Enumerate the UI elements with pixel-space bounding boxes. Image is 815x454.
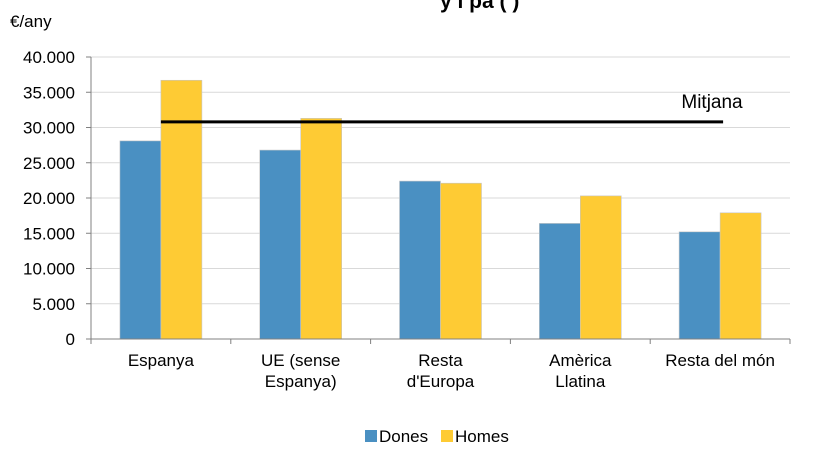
bar-homes-1 (300, 118, 343, 340)
reference-line-group: Mitjana (160, 92, 743, 124)
y-tick-label: 0 (66, 330, 75, 349)
x-tick-label: Resta (418, 351, 463, 370)
y-tick-label: 10.000 (23, 260, 75, 279)
y-tick-label: 40.000 (23, 48, 75, 67)
bar-homes-0 (160, 79, 203, 340)
y-tick-label: 15.000 (23, 224, 75, 243)
y-tick-label: 20.000 (23, 189, 75, 208)
legend-label-homes: Homes (455, 427, 509, 446)
bar-homes-3 (579, 195, 622, 340)
y-axis-tick-labels: 0 5.000 10.000 15.000 20.000 25.000 30.000 35.0… (23, 48, 75, 349)
reference-line-label: Mitjana (681, 92, 743, 113)
x-tick-label: d'Europa (407, 372, 475, 391)
x-tick-label: Espanya) (265, 372, 337, 391)
legend-swatch-dones (365, 430, 377, 442)
bar-dones-3 (538, 223, 581, 340)
x-tick-label: Amèrica (549, 351, 612, 370)
x-tick-label: Llatina (555, 372, 606, 391)
bar-homes-4 (719, 212, 762, 340)
y-tick-label: 5.000 (32, 295, 75, 314)
y-axis-label: €/any (10, 12, 52, 31)
x-tick-label: Resta del món (665, 351, 775, 370)
bars (119, 79, 762, 340)
chart-title: y i pa ( ) (440, 0, 519, 13)
legend: Dones Homes (365, 427, 509, 446)
x-axis-tick-labels: Espanya UE (sense Espanya) Resta d'Europa Amè… (128, 351, 775, 391)
bar-dones-1 (259, 149, 302, 340)
x-tick-label: Espanya (128, 351, 195, 370)
x-tick-label: UE (sense (261, 351, 340, 370)
y-tick-label: 30.000 (23, 119, 75, 138)
axes (86, 56, 791, 344)
bar-dones-2 (399, 180, 441, 340)
legend-swatch-homes (441, 430, 453, 442)
legend-label-dones: Dones (379, 427, 428, 446)
y-tick-label: 25.000 (23, 154, 75, 173)
bar-homes-2 (440, 182, 482, 340)
bar-dones-0 (119, 140, 162, 340)
bar-dones-4 (678, 231, 721, 340)
y-tick-label: 35.000 (23, 83, 75, 102)
